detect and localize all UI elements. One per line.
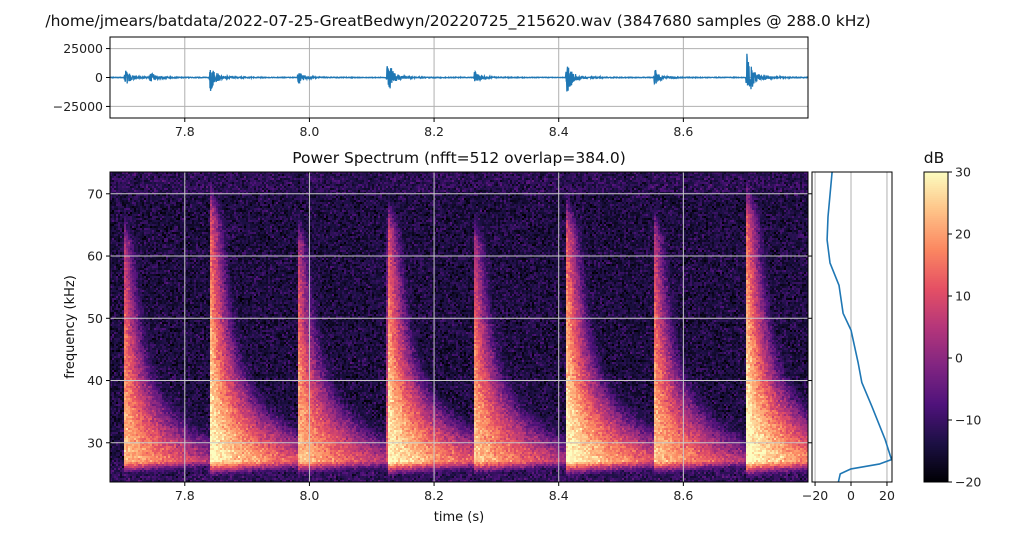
x-tick-label: 8.4 [549,488,569,503]
spectrogram-frame [109,171,809,483]
waveform-frame [109,36,809,119]
x-axis-label: time (s) [434,510,484,525]
mean-spectrum-frame [811,171,893,483]
x-tick-label: 7.8 [175,124,195,139]
waveform-line [109,53,809,92]
y-tick-label: 20 [955,227,971,242]
mean-spectrum-axes: −20 0 20 [802,171,895,503]
y-tick-label: 10 [955,289,971,304]
y-tick-label: 70 [87,186,103,201]
x-tick-label: 20 [879,488,895,503]
y-tick-label: 60 [87,249,103,264]
spectrogram-axes: 7.8 8.0 8.2 8.4 8.6 30 40 50 60 70 [87,171,809,503]
x-tick-label: 0 [847,488,855,503]
y-tick-label: −10 [955,413,981,428]
mean-spectrum-line [826,171,893,483]
spectrogram-image [110,172,808,482]
y-tick-label: 50 [87,311,103,326]
x-tick-label: 8.6 [673,488,693,503]
x-tick-label: 8.0 [299,488,319,503]
y-axis-label: frequency (kHz) [63,275,78,379]
x-tick-label: 8.4 [549,124,569,139]
spectrogram-title: Power Spectrum (nfft=512 overlap=384.0) [292,149,626,167]
figure-title: /home/jmears/batdata/2022-07-25-GreatBed… [45,12,870,31]
y-tick-label: −25000 [53,99,103,114]
x-tick-label: −20 [802,488,828,503]
colorbar-label: dB [924,149,944,167]
y-tick-label: 30 [955,165,971,180]
y-tick-label: 0 [955,351,963,366]
colorbar-gradient [924,172,948,482]
x-tick-label: 8.6 [673,124,693,139]
x-tick-label: 7.8 [175,488,195,503]
x-tick-label: 8.0 [299,124,319,139]
waveform-axes: 7.8 8.0 8.2 8.4 8.6 25000 0 −25000 [53,36,809,139]
y-tick-label: 0 [95,70,103,85]
y-tick-label: 40 [87,373,103,388]
y-tick-label: 25000 [63,41,103,56]
colorbar-axes: −20 −10 0 10 20 30 [923,165,981,490]
y-tick-label: 30 [87,435,103,450]
x-tick-label: 8.2 [424,488,444,503]
colorbar-frame [923,171,949,483]
y-tick-label: −20 [955,475,981,490]
x-tick-label: 8.2 [424,124,444,139]
